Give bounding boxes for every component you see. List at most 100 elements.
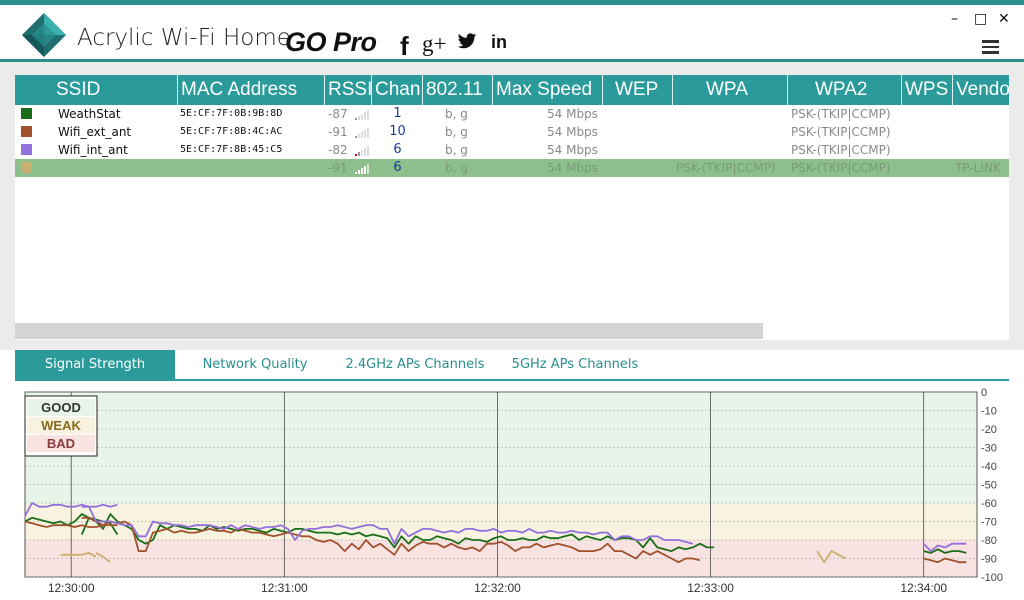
y-tick-label: -30 — [981, 443, 997, 455]
series-line-2 — [24, 502, 118, 517]
cell-mac: 5E:CF:7F:8B:4C:AC — [180, 126, 283, 137]
cell-std: b, g — [445, 107, 468, 121]
cell-mac: 5E:CF:7F:8B:45:C5 — [180, 144, 283, 155]
cell-chan: 6 — [393, 160, 402, 175]
cell-speed: 54 Mbps — [547, 143, 598, 157]
cell-mac: 5E:CF:7F:0B:9B:8D — [180, 108, 283, 119]
cell-ssid — [58, 159, 176, 177]
cell-vendor — [955, 105, 1009, 123]
series-line-1 — [923, 557, 967, 564]
network-color-swatch — [21, 108, 32, 119]
signal-bars-icon — [355, 128, 369, 138]
cell-wps — [905, 123, 950, 141]
app-title: Acrylic Wi-Fi Home — [77, 25, 291, 51]
top-accent-bar — [0, 0, 1024, 5]
tabs-divider — [15, 379, 1009, 381]
table-header: SSID MAC Address RSSI Chan 802.11 Max Sp… — [15, 75, 1009, 105]
y-tick-label: -20 — [981, 424, 997, 436]
cell-ssid: Wifi_int_ant — [58, 143, 128, 157]
tab-5ghz-channels[interactable]: 5GHz APs Channels — [511, 357, 639, 372]
signal-bars-icon — [355, 110, 369, 120]
series-line-3 — [95, 552, 111, 563]
cell-rssi: -82 — [328, 143, 348, 157]
facebook-icon[interactable]: f — [400, 31, 409, 61]
hamburger-menu-icon[interactable] — [982, 40, 999, 54]
column-header-ssid[interactable]: SSID — [15, 75, 178, 105]
column-header-rssi[interactable]: RSSI — [325, 75, 372, 105]
cell-wep — [615, 123, 670, 141]
networks-table: SSID MAC Address RSSI Chan 802.11 Max Sp… — [15, 75, 1009, 340]
cell-wps — [905, 141, 950, 159]
legend-zone — [27, 399, 95, 416]
cell-vendor — [955, 123, 1009, 141]
legend-label: BAD — [47, 436, 75, 451]
network-color-swatch — [21, 144, 32, 155]
y-tick-label: -90 — [981, 554, 997, 566]
y-tick-label: -70 — [981, 517, 997, 529]
table-row[interactable]: Wifi_int_ant 5E:CF:7F:8B:45:C5 -82 6 b, g 54 … — [15, 141, 1009, 159]
twitter-icon[interactable] — [457, 33, 477, 50]
cell-chan: 1 — [393, 106, 402, 121]
cell-wep — [615, 141, 670, 159]
cell-rssi: -87 — [328, 107, 348, 121]
tab-24ghz-channels[interactable]: 2.4GHz APs Channels — [345, 357, 485, 372]
column-header-max-speed[interactable]: Max Speed — [493, 75, 603, 105]
legend-zone — [27, 417, 95, 434]
series-line-1 — [81, 516, 701, 564]
network-color-swatch — [21, 126, 32, 137]
y-tick-label: -40 — [981, 461, 997, 473]
cell-wep — [615, 105, 670, 123]
cell-chan: 10 — [389, 124, 406, 139]
horizontal-scrollbar[interactable] — [15, 323, 763, 339]
x-tick-label: 12:34:00 — [900, 581, 947, 595]
header-divider — [0, 59, 1024, 62]
y-tick-label: -10 — [981, 406, 997, 418]
series-line-2 — [923, 542, 967, 553]
cell-speed: 54 Mbps — [547, 107, 598, 121]
cell-rssi: -91 — [328, 125, 348, 139]
column-header-wpa[interactable]: WPA — [673, 75, 788, 105]
legend-zone — [27, 435, 95, 452]
column-header-vendor[interactable]: Vendor — [956, 79, 1009, 100]
column-header-wpa2[interactable]: WPA2 — [788, 75, 902, 105]
signal-bars-icon — [355, 164, 369, 174]
acrylic-logo-icon — [22, 13, 66, 57]
linkedin-icon[interactable]: in — [491, 32, 507, 52]
table-row[interactable]: WeathStat 5E:CF:7F:0B:9B:8D -87 1 b, g 54 Mbp… — [15, 105, 1009, 123]
column-header-chan[interactable]: Chan — [372, 75, 423, 105]
y-tick-label: -60 — [981, 498, 997, 510]
cell-mac — [180, 159, 323, 177]
cell-std: b, g — [445, 161, 468, 175]
x-tick-label: 12:32:00 — [474, 581, 521, 595]
table-row[interactable]: -91 6 b, g 54 Mbps PSK-(TKIP|CCMP) PSK-(TKIP|… — [15, 159, 1009, 177]
table-row[interactable]: Wifi_ext_ant 5E:CF:7F:8B:4C:AC -91 10 b, g 54… — [15, 123, 1009, 141]
cell-speed: 54 Mbps — [547, 125, 598, 139]
column-header-wep[interactable]: WEP — [603, 75, 673, 105]
cell-wpa2: PSK-(TKIP|CCMP) — [791, 107, 891, 121]
cell-ssid: WeathStat — [58, 107, 121, 121]
legend-label: GOOD — [41, 400, 81, 415]
column-header-mac[interactable]: MAC Address — [178, 75, 325, 105]
close-button[interactable]: ✕ — [998, 11, 1010, 27]
x-tick-label: 12:31:00 — [261, 581, 308, 595]
minimize-button[interactable]: – — [951, 11, 958, 27]
tab-signal-strength[interactable]: Signal Strength — [15, 350, 175, 380]
cell-chan: 6 — [393, 142, 402, 157]
cell-wpa2: PSK-(TKIP|CCMP) — [791, 125, 891, 139]
signal-bars-icon — [355, 146, 369, 156]
google-plus-icon[interactable]: g+ — [422, 31, 447, 56]
series-line-3 — [60, 551, 97, 558]
tab-network-quality[interactable]: Network Quality — [202, 357, 308, 372]
go-pro-link[interactable]: GO Pro — [285, 27, 377, 57]
cell-wpa2: PSK-(TKIP|CCMP) — [791, 161, 891, 175]
legend-label: WEAK — [41, 418, 81, 433]
column-header-wps[interactable]: WPS — [902, 75, 953, 105]
cell-wps — [905, 105, 950, 123]
column-header-80211[interactable]: 802.11 — [423, 75, 493, 105]
y-tick-label: -80 — [981, 535, 997, 547]
cell-wpa2: PSK-(TKIP|CCMP) — [791, 143, 891, 157]
series-line-2 — [81, 505, 694, 545]
maximize-button[interactable]: □ — [974, 11, 988, 27]
cell-std: b, g — [445, 125, 468, 139]
y-tick-label: -100 — [981, 572, 1003, 584]
